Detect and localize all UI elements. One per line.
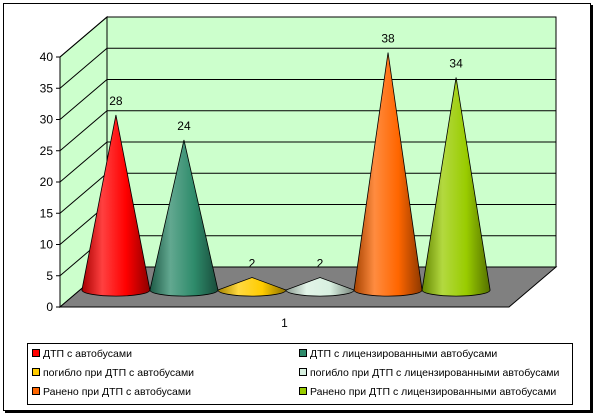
legend-swatch bbox=[299, 349, 307, 357]
data-label: 2 bbox=[317, 257, 324, 271]
cone-4 bbox=[285, 277, 355, 297]
y-tick-label: 20 bbox=[40, 175, 54, 189]
chart-legend: ДТП с автобусами ДТП с лицензированными а… bbox=[27, 343, 573, 405]
legend-label: погибло при ДТП с лицензированными автоб… bbox=[310, 367, 560, 379]
legend-swatch bbox=[299, 368, 307, 376]
legend-item: Ранено при ДТП с автобусами bbox=[32, 386, 191, 398]
gridline bbox=[59, 47, 556, 89]
gridline bbox=[59, 79, 556, 120]
y-tick-label: 0 bbox=[46, 300, 53, 314]
data-label: 38 bbox=[381, 32, 395, 46]
legend-item: ДТП с автобусами bbox=[32, 348, 132, 360]
legend-label: ДТП с автобусами bbox=[43, 348, 132, 360]
y-tick-label: 35 bbox=[40, 81, 54, 95]
legend-label: Ранено при ДТП с лицензированными автобу… bbox=[310, 386, 557, 398]
legend-label: ДТП с лицензированными автобусами bbox=[310, 348, 498, 360]
legend-label: погибло при ДТП с автобусами bbox=[43, 367, 195, 379]
y-tick-label: 25 bbox=[40, 144, 54, 158]
cone-2 bbox=[149, 139, 219, 297]
cone-5 bbox=[353, 52, 423, 297]
legend-swatch bbox=[32, 387, 40, 395]
legend-label: Ранено при ДТП с автобусами bbox=[43, 386, 191, 398]
legend-swatch bbox=[32, 368, 40, 376]
cone-6 bbox=[421, 77, 491, 297]
y-axis-ticks: 0 5 10 15 20 25 30 35 40 bbox=[40, 50, 61, 314]
data-label: 24 bbox=[177, 119, 191, 133]
gridline bbox=[59, 141, 556, 183]
legend-item: ДТП с лицензированными автобусами bbox=[299, 348, 497, 360]
gridline bbox=[59, 16, 556, 58]
y-tick-label: 15 bbox=[40, 206, 54, 220]
y-tick-label: 40 bbox=[40, 50, 54, 64]
cone-3 bbox=[217, 277, 287, 297]
x-axis-labels: 1 bbox=[60, 306, 509, 330]
legend-swatch bbox=[32, 349, 40, 357]
data-label: 28 bbox=[109, 94, 123, 108]
legend-item: погибло при ДТП с лицензированными автоб… bbox=[299, 367, 559, 379]
data-label: 34 bbox=[449, 57, 463, 71]
data-label: 2 bbox=[249, 257, 256, 271]
y-tick-label: 10 bbox=[40, 238, 54, 252]
gridline bbox=[59, 110, 556, 152]
data-labels: 28 24 2 2 38 34 bbox=[109, 32, 463, 271]
legend-item: погибло при ДТП с автобусами bbox=[32, 367, 194, 379]
legend-item: Ранено при ДТП с лицензированными автобу… bbox=[299, 386, 556, 398]
x-tick-label: 1 bbox=[281, 316, 288, 330]
legend-swatch bbox=[299, 387, 307, 395]
cone-1 bbox=[81, 114, 151, 297]
y-tick-label: 30 bbox=[40, 113, 54, 127]
cone-series bbox=[81, 52, 491, 297]
y-tick-label: 5 bbox=[46, 269, 53, 283]
